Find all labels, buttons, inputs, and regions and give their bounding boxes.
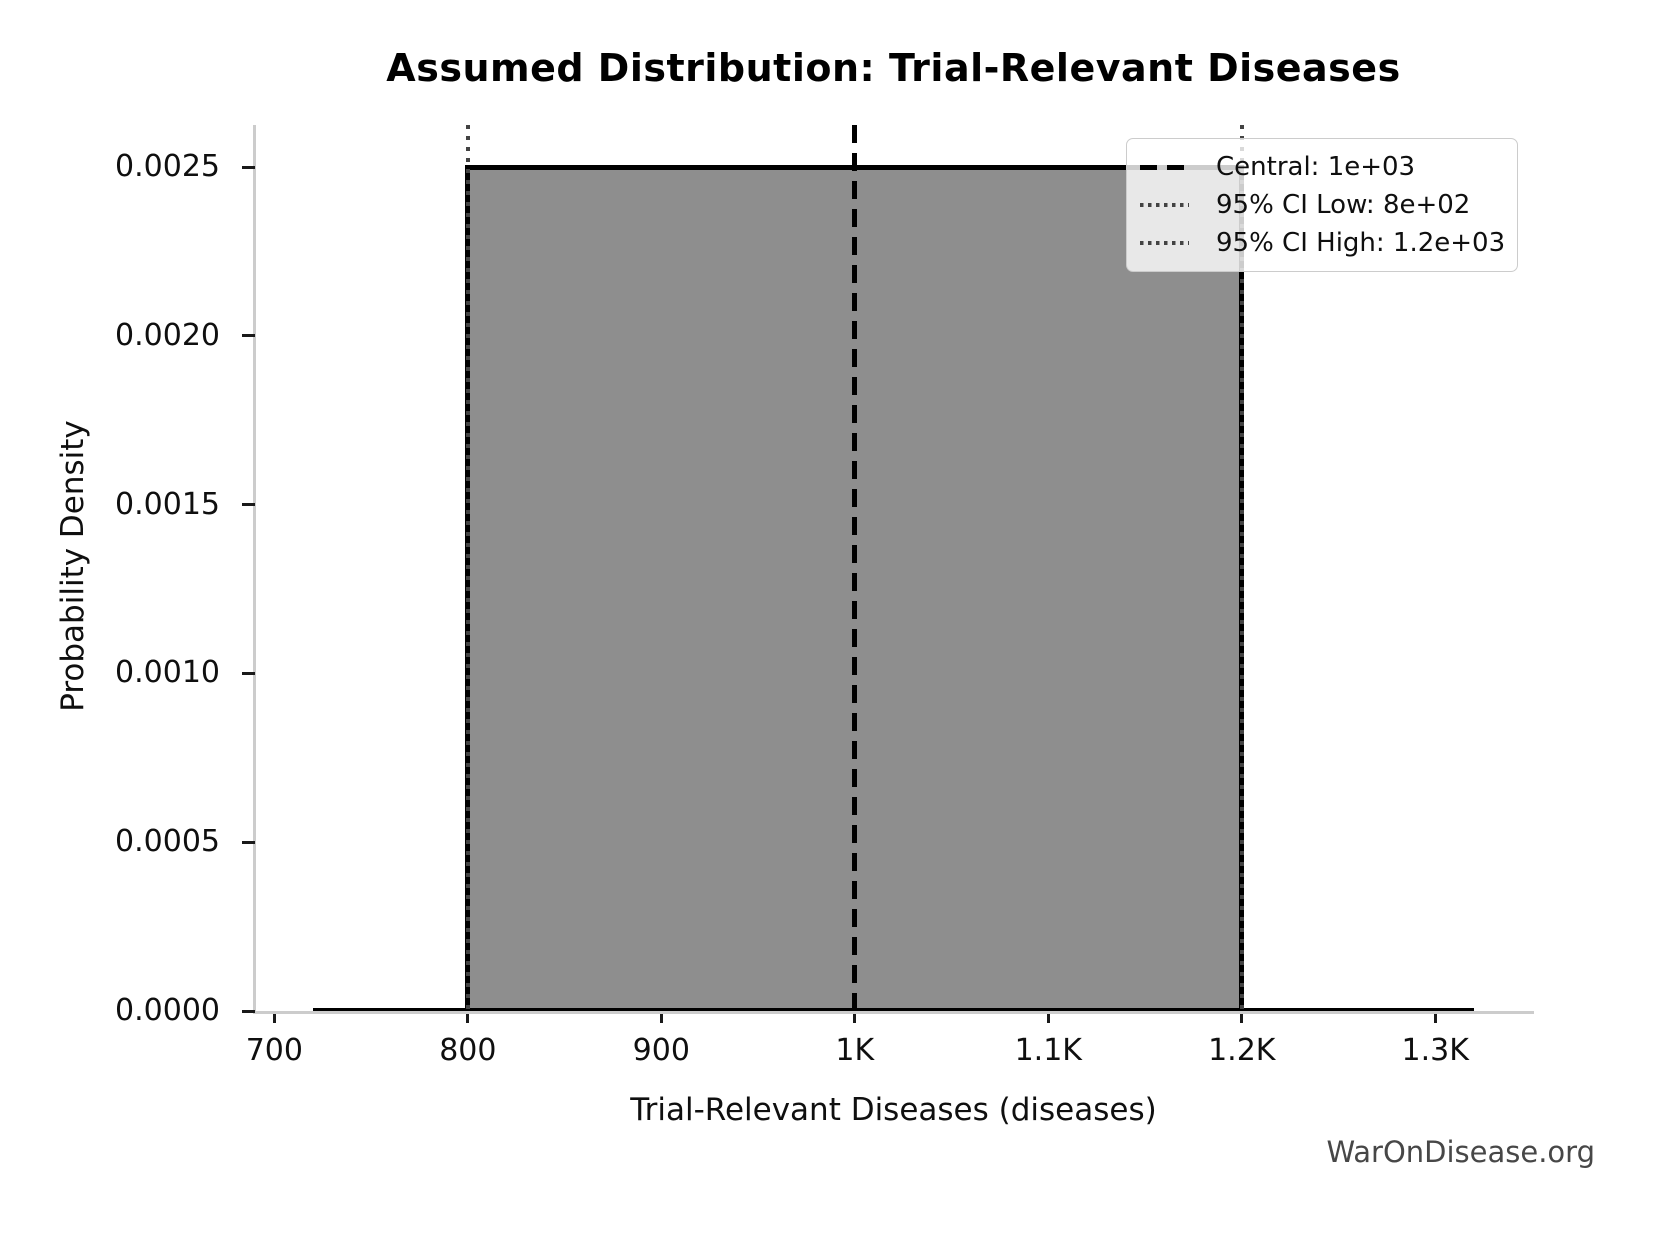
x-tick-mark (272, 1014, 276, 1023)
x-tick-mark (659, 1014, 663, 1023)
central-line (852, 125, 858, 1011)
y-tick-label: 0.0010 (115, 655, 220, 691)
legend: Central: 1e+03 95% CI Low: 8e+02 95% CI … (1126, 138, 1518, 272)
y-tick-mark (242, 671, 255, 675)
x-tick-label: 700 (245, 1033, 303, 1068)
plot-area: 700 800 900 1K 1.1K 1.2K 1.3K 0.0000 0.0005 0.00… (115, 125, 1534, 1068)
y-axis-spine (253, 125, 256, 1013)
dotted-line-icon (1140, 203, 1189, 207)
x-tick-mark (853, 1014, 857, 1023)
y-tick-label: 0.0025 (115, 149, 220, 185)
ci-low-line (465, 125, 470, 1011)
y-tick-label: 0.0005 (115, 824, 220, 860)
y-tick-label: 0.0015 (115, 486, 220, 522)
y-tick-label: 0.0020 (115, 317, 220, 353)
pdf-baseline (313, 1008, 1474, 1011)
chart-title: Assumed Distribution: Trial-Relevant Dis… (386, 46, 1401, 90)
x-tick-label: 900 (632, 1033, 690, 1068)
x-tick-label: 1.1K (1014, 1033, 1082, 1068)
y-tick-mark (242, 1009, 255, 1013)
legend-label: 95% CI High: 1.2e+03 (1216, 228, 1506, 258)
legend-item-central: Central: 1e+03 (1140, 148, 1507, 186)
legend-label: 95% CI Low: 8e+02 (1216, 190, 1471, 220)
x-tick-label: 1K (835, 1033, 875, 1068)
x-axis-spine (253, 1011, 1534, 1014)
x-tick-mark (1433, 1014, 1437, 1023)
legend-item-ci-low: 95% CI Low: 8e+02 (1140, 186, 1507, 224)
y-tick-mark (242, 840, 255, 844)
x-tick-label: 1.3K (1401, 1033, 1469, 1068)
y-tick-label: 0.0000 (115, 993, 220, 1028)
y-tick-mark (242, 503, 255, 507)
y-tick-mark (242, 165, 255, 169)
x-tick-label: 800 (439, 1033, 497, 1068)
y-tick-mark (242, 334, 255, 338)
ci-high-line (1239, 125, 1244, 1011)
dotted-line-icon (1140, 241, 1189, 245)
dashed-line-icon (1140, 164, 1189, 170)
x-tick-mark (466, 1014, 470, 1023)
legend-item-ci-high: 95% CI High: 1.2e+03 (1140, 224, 1507, 262)
x-tick-mark (1240, 1014, 1244, 1023)
watermark: WarOnDisease.org (1326, 1135, 1595, 1169)
x-tick-mark (1046, 1014, 1050, 1023)
x-axis-label: Trial-Relevant Diseases (diseases) (630, 1092, 1157, 1128)
legend-label: Central: 1e+03 (1216, 152, 1416, 182)
x-tick-label: 1.2K (1208, 1033, 1276, 1068)
